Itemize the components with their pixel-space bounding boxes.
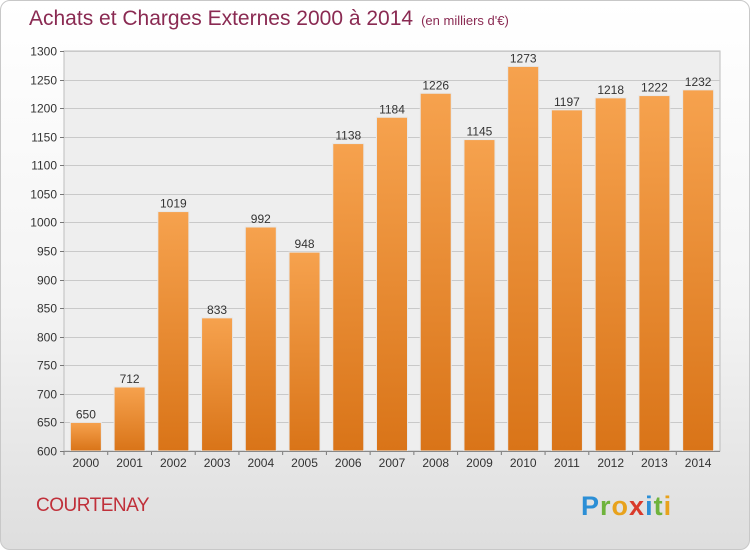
y-tick-label: 1000 (30, 216, 57, 230)
x-tick-label-2006: 2006 (335, 456, 362, 470)
x-tick-label-2013: 2013 (641, 456, 668, 470)
bar-2010 (507, 65, 540, 452)
y-tick-label: 950 (37, 245, 57, 259)
y-tick-label: 1300 (30, 45, 57, 59)
data-label-2008: 1226 (422, 78, 449, 92)
data-label-2003: 833 (207, 303, 227, 317)
x-tick-label-2005: 2005 (291, 456, 318, 470)
bar-2008 (419, 92, 452, 452)
x-tick-label-2007: 2007 (379, 456, 406, 470)
bar-2014 (682, 89, 715, 452)
y-tick-label: 600 (37, 445, 57, 459)
bar-2005 (288, 251, 321, 452)
x-tick-label-2009: 2009 (466, 456, 493, 470)
data-label-2000: 650 (76, 407, 96, 421)
data-label-2013: 1222 (641, 81, 668, 95)
y-tick-label: 1100 (31, 159, 57, 173)
bar-2001 (113, 386, 146, 452)
y-tick-label: 800 (37, 331, 57, 345)
data-label-2014: 1232 (685, 75, 712, 89)
data-label-2006: 1138 (335, 129, 361, 143)
x-tick-label-2010: 2010 (510, 456, 537, 470)
x-tick-label-2000: 2000 (73, 456, 100, 470)
bar-2006 (332, 143, 365, 452)
proxiti-logo: Proxiti (581, 491, 673, 521)
data-label-2009: 1145 (467, 125, 493, 139)
y-tick-label: 1050 (30, 188, 57, 202)
data-label-2004: 992 (251, 212, 271, 226)
bar-2002 (157, 211, 190, 452)
data-label-2011: 1197 (554, 95, 580, 109)
x-tick-label-2004: 2004 (247, 456, 274, 470)
commune-name: COURTENAY (36, 495, 150, 516)
bar-2000 (69, 421, 102, 452)
x-tick-label-2011: 2011 (554, 456, 580, 470)
data-label-2005: 948 (295, 237, 315, 251)
y-tick-label: 1150 (31, 131, 57, 145)
data-label-2007: 1184 (379, 102, 405, 116)
data-label-2002: 1019 (160, 197, 187, 211)
bar-2011 (550, 109, 583, 452)
chart-title-text: Achats et Charges Externes 2000 à 2014 (29, 7, 414, 30)
x-tick-label-2002: 2002 (160, 456, 187, 470)
bar-2013 (638, 95, 671, 452)
y-tick-label: 1200 (30, 102, 57, 116)
bar-2004 (244, 226, 277, 452)
bar-2009 (463, 139, 496, 452)
x-tick-label-2008: 2008 (422, 456, 449, 470)
x-tick-label-2001: 2001 (116, 456, 143, 470)
data-label-2012: 1218 (597, 83, 624, 97)
x-tick-label-2003: 2003 (204, 456, 231, 470)
data-label-2010: 1273 (510, 51, 537, 65)
x-tick-label-2012: 2012 (597, 456, 624, 470)
y-tick-label: 750 (37, 359, 57, 373)
chart-title: Achats et Charges Externes 2000 à 2014 (e… (29, 7, 509, 31)
chart-subtitle: (en milliers d'€) (421, 13, 509, 28)
x-tick-label-2014: 2014 (685, 456, 712, 470)
y-tick-label: 700 (37, 388, 57, 402)
bar-2007 (376, 116, 408, 452)
y-tick-label: 650 (37, 416, 57, 430)
y-tick-label: 900 (37, 274, 57, 288)
bar-2012 (594, 97, 627, 452)
bar-2003 (201, 317, 234, 452)
y-tick-label: 1250 (30, 74, 57, 88)
data-label-2001: 712 (120, 372, 140, 386)
y-tick-label: 850 (37, 302, 57, 316)
